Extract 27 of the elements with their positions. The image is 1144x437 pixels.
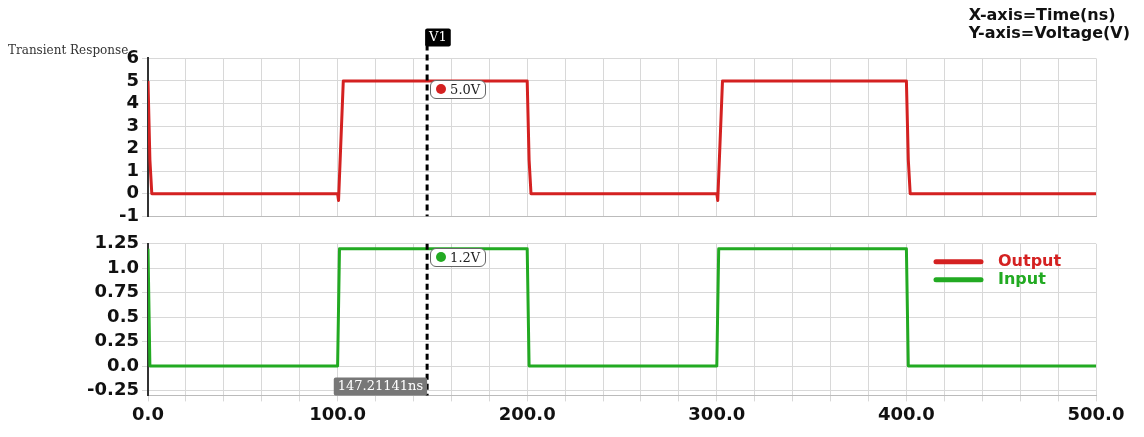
y-tick-label: 0.0 <box>107 353 139 375</box>
text: Y-axis=Voltage(V) <box>967 23 1131 43</box>
y-tick-label: 0 <box>126 181 139 203</box>
y-tick-label: 0.5 <box>107 304 139 326</box>
x-tick-label: 500.0 <box>1067 402 1125 424</box>
ref-line-label: V1 <box>428 28 447 44</box>
annotation: 5.0V <box>450 81 481 97</box>
x-tick-label: 100.0 <box>309 402 367 424</box>
y-tick-label: 5 <box>126 68 139 90</box>
x-tick-label: 200.0 <box>498 402 556 424</box>
y-tick-label: 1.0 <box>107 255 139 277</box>
ref-line-label: 147.21141ns <box>337 377 424 393</box>
text: Output <box>998 250 1062 270</box>
y-tick-label: 4 <box>126 91 139 113</box>
legend-label: Input <box>998 268 1047 288</box>
annotation: 1.2V <box>450 249 481 265</box>
y-tick-label: 2 <box>126 136 139 158</box>
y-tick-label: 0.75 <box>94 280 139 302</box>
y-tick-label: -1 <box>119 203 139 225</box>
x-tick-label: 300.0 <box>688 402 746 424</box>
y-tick-label: 1.25 <box>94 231 139 253</box>
y-tick-label: 0.25 <box>94 329 139 351</box>
text: X-axis=Time(ns) <box>968 5 1116 25</box>
x-tick-label: 400.0 <box>877 402 935 424</box>
y-tick-label: 3 <box>126 113 139 135</box>
y-tick-label: 1 <box>126 158 139 180</box>
y-tick-label: -0.25 <box>87 378 139 400</box>
